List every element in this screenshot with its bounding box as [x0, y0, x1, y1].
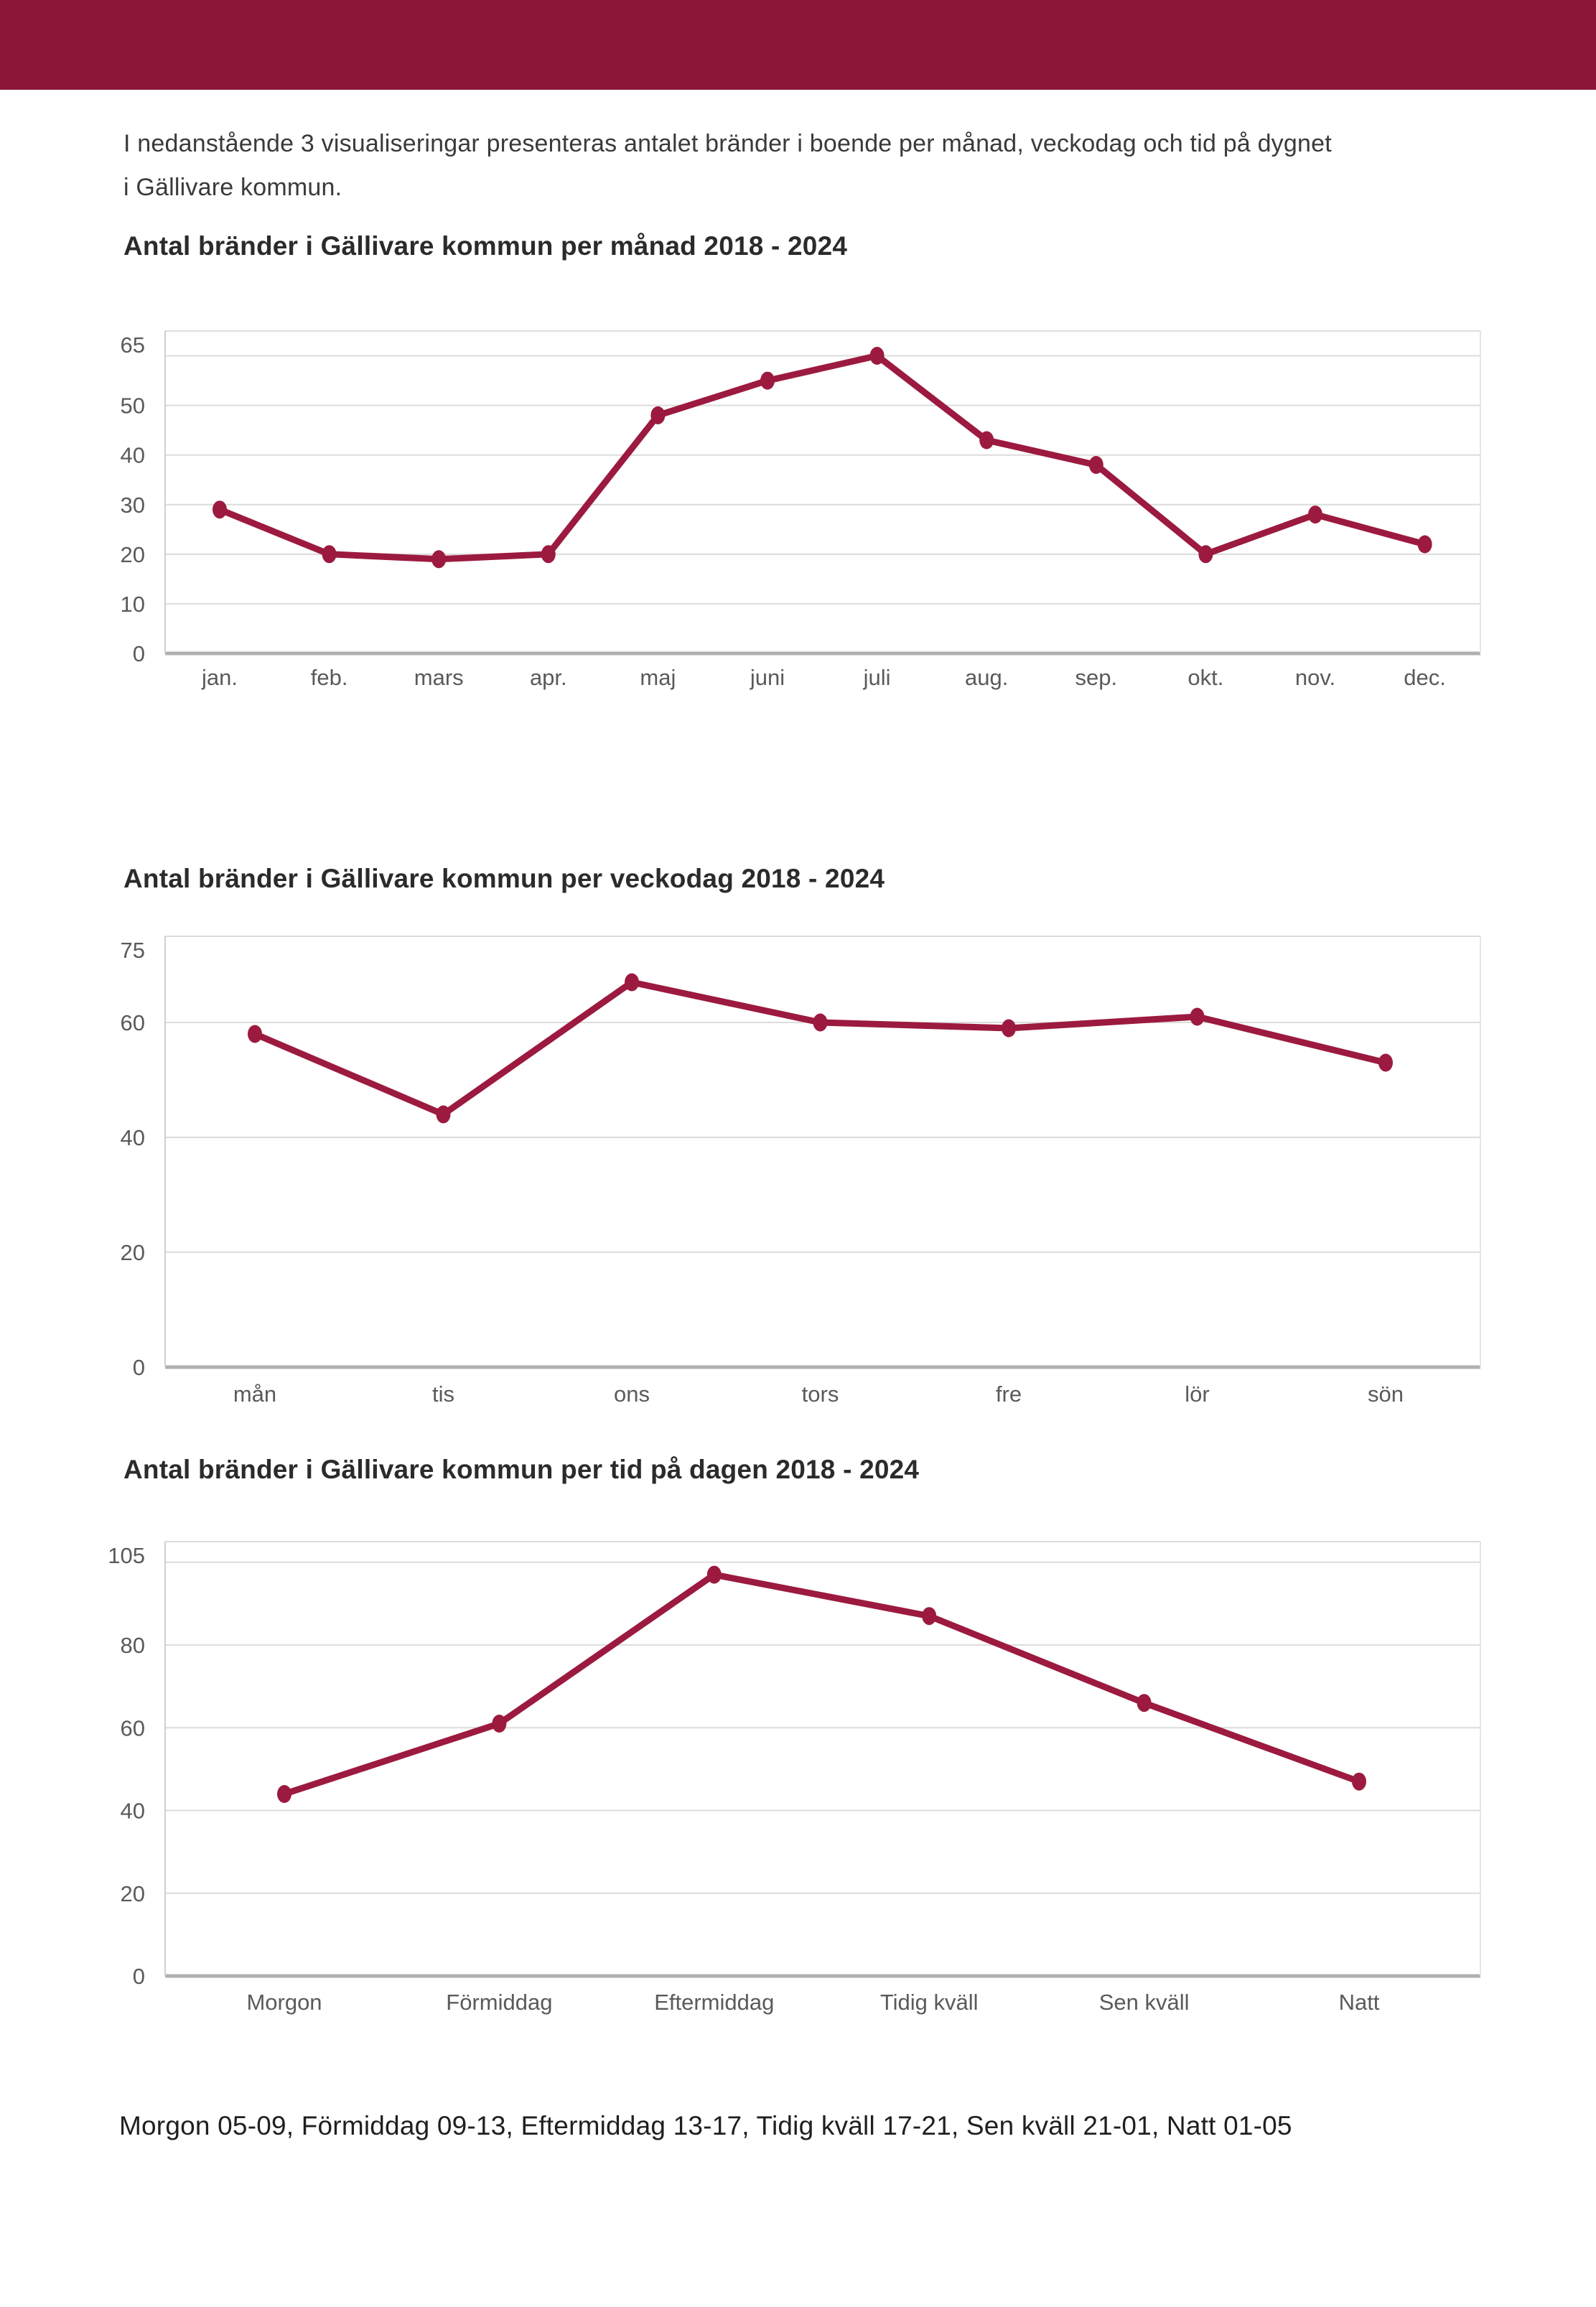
x-tick-label: maj	[640, 665, 676, 690]
y-tick-label: 0	[133, 1355, 145, 1380]
y-tick-label: 20	[121, 1240, 145, 1265]
data-point	[706, 1565, 722, 1584]
x-tick-label: juli	[863, 665, 891, 690]
data-point	[625, 973, 639, 992]
data-point	[436, 1105, 451, 1124]
x-tick-label: Sen kväll	[1099, 1990, 1190, 2015]
data-point	[248, 1025, 262, 1043]
y-tick-label: 40	[121, 1125, 145, 1150]
x-tick-label: sep.	[1075, 665, 1117, 690]
y-tick-label: 20	[121, 542, 145, 567]
y-tick-label: 20	[121, 1881, 145, 1906]
x-tick-label: dec.	[1404, 665, 1446, 690]
data-point	[1417, 535, 1432, 554]
x-tick-label: tis	[432, 1381, 454, 1407]
x-tick-label: nov.	[1295, 665, 1335, 690]
x-tick-label: aug.	[965, 665, 1008, 690]
data-point	[1190, 1007, 1205, 1026]
data-point	[277, 1785, 291, 1803]
chart-title-per-veckodag: Antal bränder i Gällivare kommun per vec…	[123, 864, 885, 893]
x-tick-label: jan.	[201, 665, 238, 690]
y-tick-label: 60	[121, 1010, 145, 1035]
y-tick-label: 105	[108, 1543, 145, 1568]
x-tick-label: apr.	[530, 665, 567, 690]
y-tick-label: 65	[121, 332, 145, 358]
x-tick-label: tors	[802, 1381, 839, 1407]
data-point	[760, 371, 775, 390]
data-point	[813, 1013, 828, 1032]
data-point	[869, 347, 885, 365]
data-line	[281, 1571, 1363, 1797]
y-tick-label: 60	[121, 1715, 145, 1740]
x-tick-label: Förmiddag	[446, 1990, 552, 2015]
x-tick-label: sön	[1368, 1381, 1404, 1407]
y-tick-label: 0	[133, 1964, 145, 1989]
data-point	[922, 1607, 937, 1626]
x-tick-label: okt.	[1187, 665, 1223, 690]
data-point	[1198, 545, 1213, 564]
data-point	[979, 431, 994, 449]
data-line	[216, 353, 1429, 563]
data-point	[1352, 1772, 1366, 1791]
data-point	[1002, 1019, 1016, 1038]
intro-line-2: i Gällivare kommun.	[123, 174, 342, 202]
data-point	[1088, 456, 1103, 474]
data-line	[251, 979, 1389, 1118]
line-chart-per-veckodag: 75 60 40 20 0 mån tis ons tors fre lör sön	[121, 936, 1481, 1407]
x-tick-label: mars	[414, 665, 464, 690]
data-point	[1378, 1053, 1393, 1072]
intro-line-1: I nedanstående 3 visualiseringar present…	[123, 130, 1332, 157]
y-tick-label: 75	[121, 938, 145, 963]
x-tick-label: fre	[996, 1381, 1022, 1407]
x-tick-label: juni	[750, 665, 785, 690]
intro-text: I nedanstående 3 visualiseringar present…	[123, 122, 1488, 210]
data-point	[213, 500, 227, 519]
data-point	[322, 545, 337, 564]
y-tick-label: 10	[121, 592, 145, 617]
data-point	[541, 545, 556, 564]
y-tick-label: 40	[121, 443, 145, 468]
y-tick-label: 0	[133, 641, 145, 666]
line-chart-per-tid-pa-dagen: 105 80 60 40 20 0 Morgon Förmiddag Eftermiddag Ti…	[108, 1541, 1481, 2015]
x-tick-label: mån	[233, 1381, 276, 1407]
data-point	[650, 406, 666, 424]
y-tick-label: 80	[121, 1633, 145, 1658]
x-tick-label: Eftermiddag	[654, 1990, 774, 2015]
y-tick-label: 30	[121, 493, 145, 518]
line-chart-per-manad: 65 50 40 30 20 10 0 jan. feb. mars apr. maj juni juli…	[121, 330, 1481, 690]
data-point	[1137, 1694, 1152, 1712]
y-tick-label: 50	[121, 393, 145, 419]
data-point	[492, 1715, 507, 1733]
x-tick-label: feb.	[311, 665, 348, 690]
x-tick-label: Morgon	[246, 1990, 322, 2015]
x-tick-label: ons	[614, 1381, 650, 1407]
header-bar	[0, 0, 1596, 90]
chart-title-per-manad: Antal bränder i Gällivare kommun per mån…	[123, 231, 848, 261]
data-point	[431, 550, 447, 569]
x-tick-label: Natt	[1339, 1990, 1380, 2015]
x-tick-label: Tidig kväll	[880, 1990, 979, 2015]
time-range-legend: Morgon 05-09, Förmiddag 09-13, Eftermidd…	[119, 2111, 1292, 2140]
x-tick-label: lör	[1185, 1381, 1209, 1407]
chart-title-per-tid-pa-dagen: Antal bränder i Gällivare kommun per tid…	[123, 1455, 920, 1484]
y-tick-label: 40	[121, 1799, 145, 1824]
data-point	[1308, 505, 1322, 524]
